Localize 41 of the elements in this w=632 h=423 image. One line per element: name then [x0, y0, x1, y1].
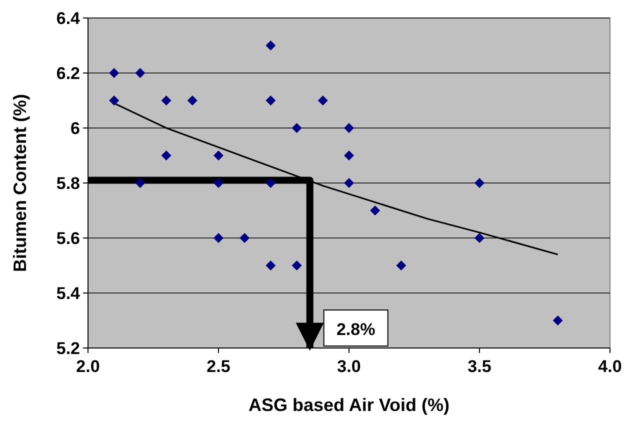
- point: [474, 178, 484, 188]
- point: [214, 233, 224, 243]
- point: [266, 178, 276, 188]
- x-tick-label: 4.0: [598, 357, 622, 376]
- annotation: 2.8%: [336, 320, 376, 339]
- point: [552, 316, 563, 326]
- point: [135, 68, 146, 78]
- point: [109, 68, 120, 78]
- x-axis-title: ASG based Air Void (%): [248, 395, 450, 415]
- point: [344, 150, 354, 160]
- x-tick-label: 3.0: [337, 357, 361, 376]
- point: [318, 96, 328, 106]
- point: [109, 96, 120, 106]
- point: [187, 96, 198, 106]
- y-tick-label: 6: [70, 119, 80, 138]
- point: [344, 178, 354, 188]
- point: [214, 150, 224, 160]
- y-tick-label: 5.4: [56, 284, 81, 303]
- point: [370, 206, 380, 216]
- y-tick-label: 6.2: [56, 64, 80, 83]
- point: [292, 123, 302, 133]
- x-tick-label: 2.5: [206, 357, 230, 376]
- point: [396, 260, 406, 270]
- y-tick-label: 5.2: [56, 339, 80, 358]
- point: [266, 96, 276, 106]
- x-tick-label: 2.0: [76, 357, 100, 376]
- y-axis-title: Bitumen Content (%): [10, 94, 30, 272]
- point: [214, 178, 224, 188]
- point: [161, 150, 172, 160]
- point: [240, 233, 250, 243]
- point: [474, 233, 484, 243]
- point: [266, 260, 276, 270]
- point: [266, 40, 276, 50]
- point: [344, 123, 354, 133]
- y-tick-label: 5.6: [56, 229, 80, 248]
- x-tick-label: 3.5: [468, 357, 492, 376]
- point: [135, 178, 146, 188]
- point: [292, 260, 302, 270]
- point: [161, 96, 172, 106]
- y-tick-label: 6.4: [56, 9, 81, 28]
- y-tick-label: 5.8: [56, 174, 80, 193]
